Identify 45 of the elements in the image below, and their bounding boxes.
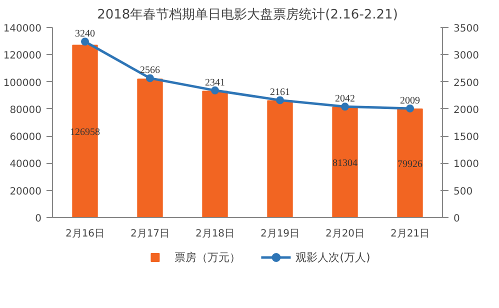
- x-tick-label: 2月17日: [130, 228, 170, 240]
- legend-label: 观影人次(万人): [296, 250, 370, 264]
- data-label: 3240: [75, 28, 95, 40]
- y2-tick-label: 0: [454, 214, 460, 224]
- y-tick-label: 40000: [10, 159, 42, 170]
- y-tick-label: 20000: [10, 186, 42, 198]
- y2-tick-label: 2000: [454, 104, 479, 116]
- bar: [397, 108, 423, 218]
- data-label: 2161: [270, 87, 290, 98]
- point: [341, 102, 349, 111]
- x-tick-label: 2月16日: [65, 228, 105, 240]
- data-label: 2566: [140, 65, 160, 76]
- y2-tick-label: 2500: [454, 78, 479, 89]
- point: [211, 86, 219, 94]
- data-label: 2009: [400, 95, 420, 106]
- legend-label: 票房（万元）: [174, 250, 241, 264]
- y-tick-label: 60000: [10, 132, 42, 144]
- bar: [202, 90, 228, 218]
- x-tick-label: 2月18日: [195, 228, 235, 240]
- bar: [137, 78, 163, 218]
- y2-tick-label: 3500: [454, 24, 479, 34]
- y-tick-label: 100000: [3, 78, 42, 89]
- y2-tick-label: 500: [454, 186, 473, 198]
- data-label: 2341: [205, 77, 225, 88]
- point: [276, 96, 284, 104]
- y-tick-label: 120000: [3, 50, 42, 62]
- point: [81, 38, 89, 46]
- y-tick-label: 0: [35, 214, 42, 224]
- y-tick-label: 80000: [10, 104, 42, 116]
- data-label: 79926: [398, 158, 422, 170]
- y2-tick-label: 3000: [454, 50, 479, 62]
- bar: [332, 106, 358, 218]
- data-label: 2042: [335, 94, 355, 105]
- bar: [72, 44, 98, 218]
- x-tick-label: 2月19日: [260, 228, 300, 240]
- y2-tick-label: 1500: [454, 132, 479, 144]
- point: [406, 104, 414, 112]
- bar: [267, 100, 293, 218]
- point: [146, 74, 154, 82]
- y2-tick-label: 1000: [454, 159, 479, 170]
- y-tick-label: 140000: [3, 24, 42, 34]
- chart-title: 2018年春节档期单日电影大盘票房统计(2.16-2.21): [97, 6, 398, 22]
- data-label: 81304: [332, 158, 358, 169]
- x-tick-label: 2月21日: [390, 228, 430, 240]
- x-tick-label: 2月20日: [325, 228, 365, 240]
